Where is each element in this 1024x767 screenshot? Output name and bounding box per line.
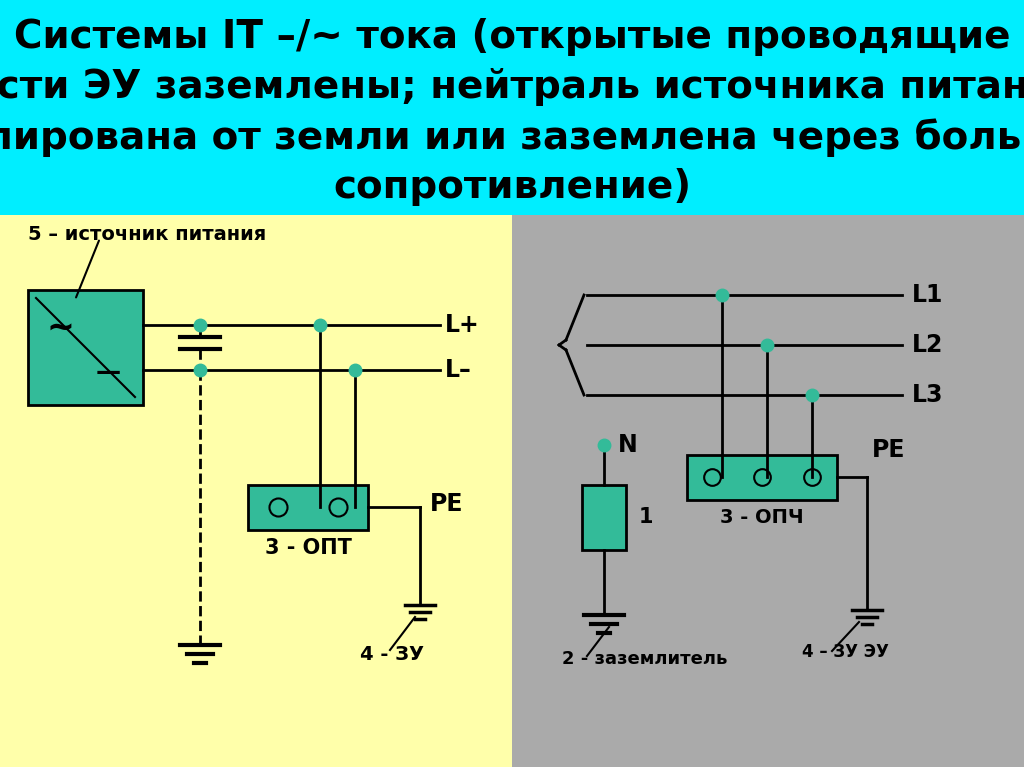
Bar [0,215,512,767]
Text: РЕ: РЕ [872,438,905,462]
Text: 3 - ОПЧ: 3 - ОПЧ [720,508,804,527]
Bar [0,0,1024,215]
Bar [248,485,368,530]
Text: 4 – ЗУ ЭУ: 4 – ЗУ ЭУ [802,643,889,661]
Text: Системы IT –/~ тока (открытые проводящие: Системы IT –/~ тока (открытые проводящие [13,18,1011,56]
Bar [512,215,1024,767]
Text: 5 – источник питания: 5 – источник питания [28,225,266,244]
Text: —: — [95,360,121,384]
Text: РЕ: РЕ [430,492,464,516]
Text: ~: ~ [46,311,74,344]
Text: 1: 1 [639,507,653,527]
Text: L3: L3 [912,383,943,407]
Text: 2 - заземлитель: 2 - заземлитель [562,650,727,668]
Text: N: N [618,433,638,457]
Text: L1: L1 [912,283,943,307]
Text: сопротивление): сопротивление) [333,168,691,206]
Text: L+: L+ [445,313,480,337]
Text: 4 - ЗУ: 4 - ЗУ [360,645,424,664]
Text: L2: L2 [912,333,943,357]
Bar [687,455,837,500]
Text: изолирована от земли или заземлена через большое: изолирована от земли или заземлена через… [0,118,1024,156]
Text: части ЭУ заземлены; нейтраль источника питания: части ЭУ заземлены; нейтраль источника п… [0,68,1024,106]
Bar [582,485,626,550]
Text: L–: L– [445,358,472,382]
Text: 3 - ОПТ: 3 - ОПТ [264,538,351,558]
Bar [28,290,143,405]
